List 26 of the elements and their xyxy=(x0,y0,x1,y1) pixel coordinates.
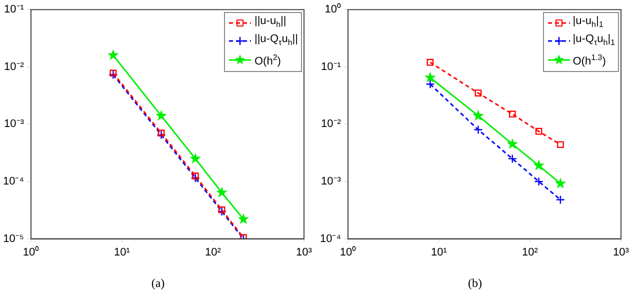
text: (a) xyxy=(150,276,166,291)
y-tick-label: 10⁻¹ xyxy=(321,60,342,73)
legend-label: |u-u$_{h}$|$_{1}$ xyxy=(572,14,604,31)
legend-label: ||u-u$_{h}$|| xyxy=(254,14,286,31)
y-tick-label: 10⁻² xyxy=(321,118,342,130)
y-tick-label: 10⁻² xyxy=(4,60,24,73)
x-tick-label: 10⁰ xyxy=(22,245,40,258)
y-tick-label: 10⁻⁵ xyxy=(3,232,24,245)
text: (b) xyxy=(467,276,483,291)
x-tick-label: 10¹ xyxy=(431,246,448,258)
x-tick-label: 10⁰ xyxy=(340,245,356,258)
x-tick-label: 10² xyxy=(205,246,222,258)
y-tick-label: 10⁻⁴ xyxy=(320,232,342,245)
y-tick-label: 10⁻³ xyxy=(321,176,342,188)
y-tick-label: 10⁻³ xyxy=(4,118,24,130)
y-tick-label: 10⁻¹ xyxy=(4,4,24,16)
legend-label: ||u-Q$_{τ}$u$_{h}$|| xyxy=(254,32,298,49)
x-tick-label: 10³ xyxy=(296,246,312,258)
y-tick-label: 10⁻⁴ xyxy=(2,176,24,188)
legend-label: O(h$^{2}$) xyxy=(254,52,281,70)
x-tick-label: 10¹ xyxy=(114,246,130,258)
legend-label: |u-Q$_{τ}$u$_{h}$|$_{1}$ xyxy=(572,32,615,49)
legend-label: O(h$^{1.3}$) xyxy=(572,52,606,70)
x-tick-label: 10² xyxy=(522,246,538,258)
y-tick-label: 10⁰ xyxy=(324,2,341,16)
x-tick-label: 10³ xyxy=(613,246,630,258)
